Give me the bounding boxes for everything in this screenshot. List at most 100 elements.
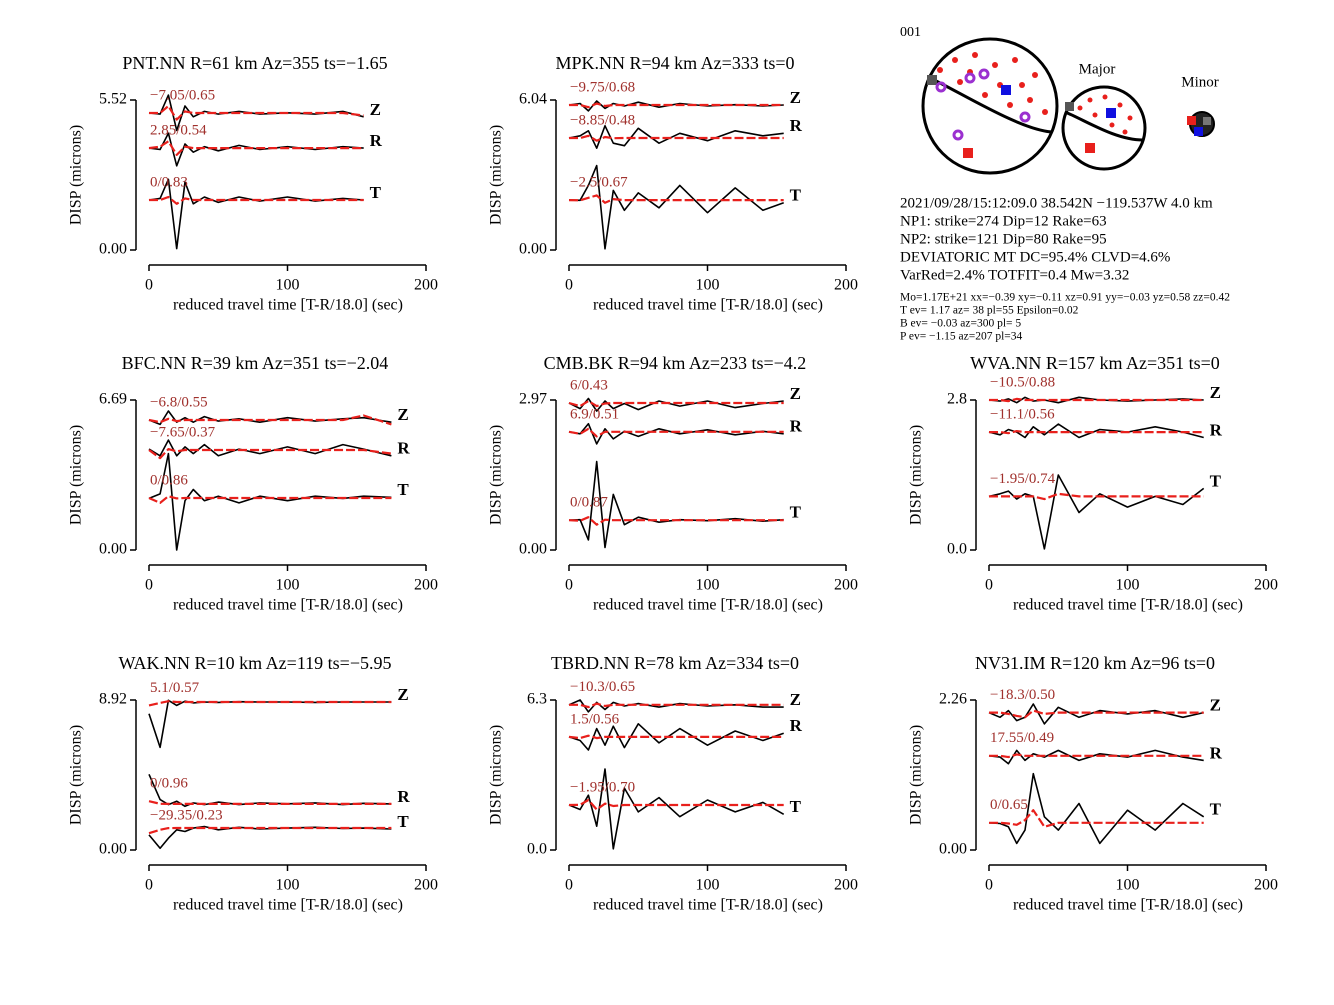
- fit-label: 1.5/0.56: [570, 711, 620, 727]
- y-tick-label: 0.0: [947, 541, 967, 558]
- synthetic-trace: [148, 700, 392, 707]
- panel-title: BFC.NN R=39 km Az=351 ts=−2.04: [122, 353, 389, 373]
- event-line: NP2: strike=121 Dip=80 Rake=95: [900, 231, 1107, 247]
- panel: PNT.NN R=61 km Az=355 ts=−1.65 DISP (micr…: [68, 53, 438, 314]
- event-text: 2021/09/28/15:12:09.0 38.542N −119.537W …: [900, 195, 1230, 342]
- major-label: Major: [1079, 61, 1116, 77]
- component-label: R: [1210, 743, 1223, 762]
- x-axis-label: reduced travel time [T-R/18.0] (sec): [173, 897, 403, 914]
- component-label: T: [790, 503, 802, 522]
- x-tick-label: 100: [276, 877, 300, 894]
- panel-title: CMB.BK R=94 km Az=233 ts=−4.2: [544, 353, 807, 373]
- y-axis-label: DISP (microns): [488, 725, 505, 825]
- observed-trace: [568, 699, 784, 713]
- synthetic-trace: [148, 826, 392, 835]
- fit-label: −6.8/0.55: [150, 394, 208, 410]
- fit-label: −8.85/0.48: [570, 112, 635, 128]
- y-tick-label: 2.26: [939, 691, 967, 708]
- fit-label: −10.3/0.65: [570, 679, 635, 695]
- fit-label: 2.85/0.54: [150, 123, 207, 139]
- x-tick-label: 100: [1116, 877, 1140, 894]
- synthetic-trace: [989, 709, 1204, 719]
- component-label: Z: [790, 690, 801, 709]
- fit-label: −10.5/0.88: [990, 374, 1055, 390]
- component-label: T: [1210, 471, 1222, 490]
- observed-trace: [148, 439, 392, 457]
- x-tick-label: 0: [565, 277, 573, 294]
- observed-trace: [988, 749, 1204, 765]
- x-tick-label: 100: [696, 277, 720, 294]
- synthetic-trace: [569, 702, 784, 709]
- fit-label: 0/0.86: [150, 472, 188, 488]
- component-label: R: [790, 116, 803, 135]
- event-line: VarRed=2.4% TOTFIT=0.4 Mw=3.32: [900, 267, 1129, 283]
- x-tick-label: 0: [145, 277, 153, 294]
- synthetic-trace: [148, 800, 392, 805]
- fit-label: −29.35/0.23: [150, 808, 223, 824]
- fit-label: 17.55/0.49: [990, 730, 1054, 746]
- component-label: R: [790, 716, 803, 735]
- component-label: R: [790, 417, 803, 436]
- component-label: T: [370, 183, 382, 202]
- panel: CMB.BK R=94 km Az=233 ts=−4.2 DISP (micro…: [488, 353, 858, 614]
- synthetic-trace: [989, 430, 1204, 435]
- synthetic-trace: [148, 448, 392, 460]
- component-label: Z: [397, 405, 408, 424]
- fit-label: 0/0.83: [150, 174, 188, 190]
- minor-label: Minor: [1181, 74, 1219, 90]
- synthetic-trace: [989, 492, 1204, 501]
- beachball-minor: [1187, 111, 1215, 137]
- y-axis-label: DISP (microns): [908, 425, 925, 525]
- observed-trace: [988, 703, 1204, 725]
- x-tick-label: 0: [145, 877, 153, 894]
- component-label: Z: [1210, 383, 1221, 402]
- x-axis-label: reduced travel time [T-R/18.0] (sec): [173, 297, 403, 314]
- synthetic-trace: [568, 427, 784, 438]
- fit-label: −7.05/0.65: [150, 87, 215, 103]
- panel-title: WVA.NN R=157 km Az=351 ts=0: [970, 353, 1220, 373]
- event-line: 2021/09/28/15:12:09.0 38.542N −119.537W …: [900, 195, 1213, 211]
- event-detail: B ev= −0.03 az=300 pl= 5: [900, 318, 1021, 330]
- synthetic-trace: [568, 734, 784, 740]
- y-tick-label: 0.00: [99, 241, 127, 258]
- observed-trace: [988, 474, 1205, 550]
- beachball-full: [921, 37, 1059, 175]
- observed-trace: [568, 397, 784, 412]
- x-tick-label: 0: [565, 877, 573, 894]
- x-tick-label: 100: [1116, 577, 1140, 594]
- synthetic-trace: [569, 102, 784, 109]
- fit-label: −11.1/0.56: [990, 407, 1055, 423]
- x-axis-label: reduced travel time [T-R/18.0] (sec): [173, 597, 403, 614]
- synthetic-trace: [568, 516, 784, 526]
- panel-title: PNT.NN R=61 km Az=355 ts=−1.65: [122, 53, 387, 73]
- component-label: T: [397, 480, 409, 499]
- y-tick-label: 0.00: [519, 541, 547, 558]
- x-tick-label: 200: [834, 577, 858, 594]
- y-tick-label: 8.92: [99, 691, 127, 708]
- synthetic-trace: [568, 798, 784, 811]
- observed-trace: [988, 423, 1204, 439]
- x-tick-label: 0: [985, 577, 993, 594]
- panel: WAK.NN R=10 km Az=119 ts=−5.95 DISP (micr…: [68, 653, 438, 914]
- component-label: T: [790, 797, 802, 816]
- component-label: Z: [790, 88, 801, 107]
- y-tick-label: 6.69: [99, 391, 127, 408]
- synthetic-trace: [569, 134, 784, 142]
- y-axis-label: DISP (microns): [488, 125, 505, 225]
- fit-label: −2.5/0.67: [570, 175, 628, 191]
- x-axis-label: reduced travel time [T-R/18.0] (sec): [1013, 597, 1243, 614]
- x-axis-label: reduced travel time [T-R/18.0] (sec): [593, 297, 823, 314]
- x-tick-label: 0: [985, 877, 993, 894]
- synthetic-trace: [149, 104, 364, 121]
- y-axis-label: DISP (microns): [68, 125, 85, 225]
- y-tick-label: 0.00: [939, 841, 967, 858]
- y-tick-label: 6.3: [527, 691, 547, 708]
- panel: MPK.NN R=94 km Az=333 ts=0 DISP (microns)…: [488, 53, 858, 314]
- event-detail: P ev= −1.15 az=207 pl=34: [900, 331, 1023, 343]
- fit-label: 0/0.65: [990, 797, 1028, 813]
- x-tick-label: 200: [414, 277, 438, 294]
- observed-trace: [148, 699, 392, 749]
- component-label: Z: [370, 100, 381, 119]
- synthetic-trace: [148, 495, 392, 504]
- y-tick-label: 6.04: [519, 91, 547, 108]
